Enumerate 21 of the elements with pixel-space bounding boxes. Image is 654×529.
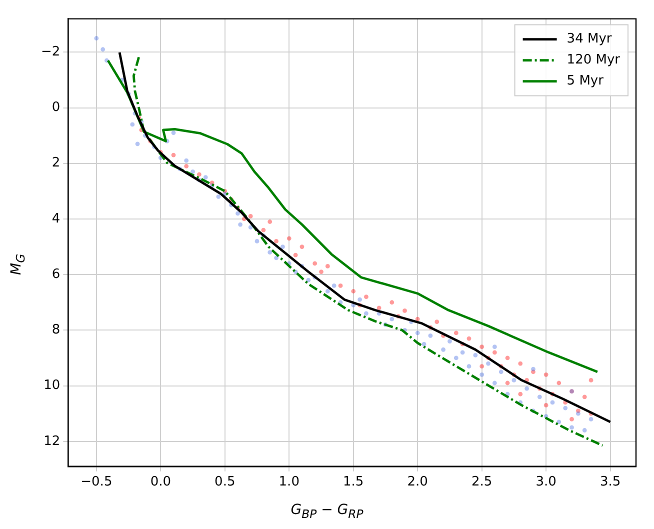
x-tick-label: 1.5: [343, 474, 364, 490]
x-tick-label: 1.0: [278, 474, 300, 490]
x-axis-title: G$_{BP}$ − G$_{RP}$: [290, 502, 364, 521]
legend-label: 5 Myr: [566, 74, 604, 89]
legend-label: 34 Myr: [566, 32, 612, 47]
y-tick-label: 0: [52, 100, 60, 116]
y-tick-label: 10: [44, 378, 60, 394]
y-tick-label: 2: [52, 156, 60, 171]
x-tick-label: 3.5: [600, 474, 621, 490]
y-tick-label: 6: [52, 266, 60, 282]
x-tick-label: 0.0: [150, 474, 172, 490]
legend-label: 120 Myr: [566, 52, 621, 68]
y-tick-label: −2: [40, 44, 60, 60]
x-tick-label: −0.5: [80, 474, 112, 490]
x-tick-label: 0.5: [214, 474, 236, 490]
x-tick-label: 3.0: [536, 474, 556, 490]
x-tick-label: 2.5: [471, 474, 492, 490]
y-tick-label: 12: [44, 434, 60, 449]
y-tick-label: 8: [52, 322, 60, 338]
x-tick-label: 2.0: [407, 474, 428, 490]
y-tick-label: 4: [52, 211, 60, 226]
